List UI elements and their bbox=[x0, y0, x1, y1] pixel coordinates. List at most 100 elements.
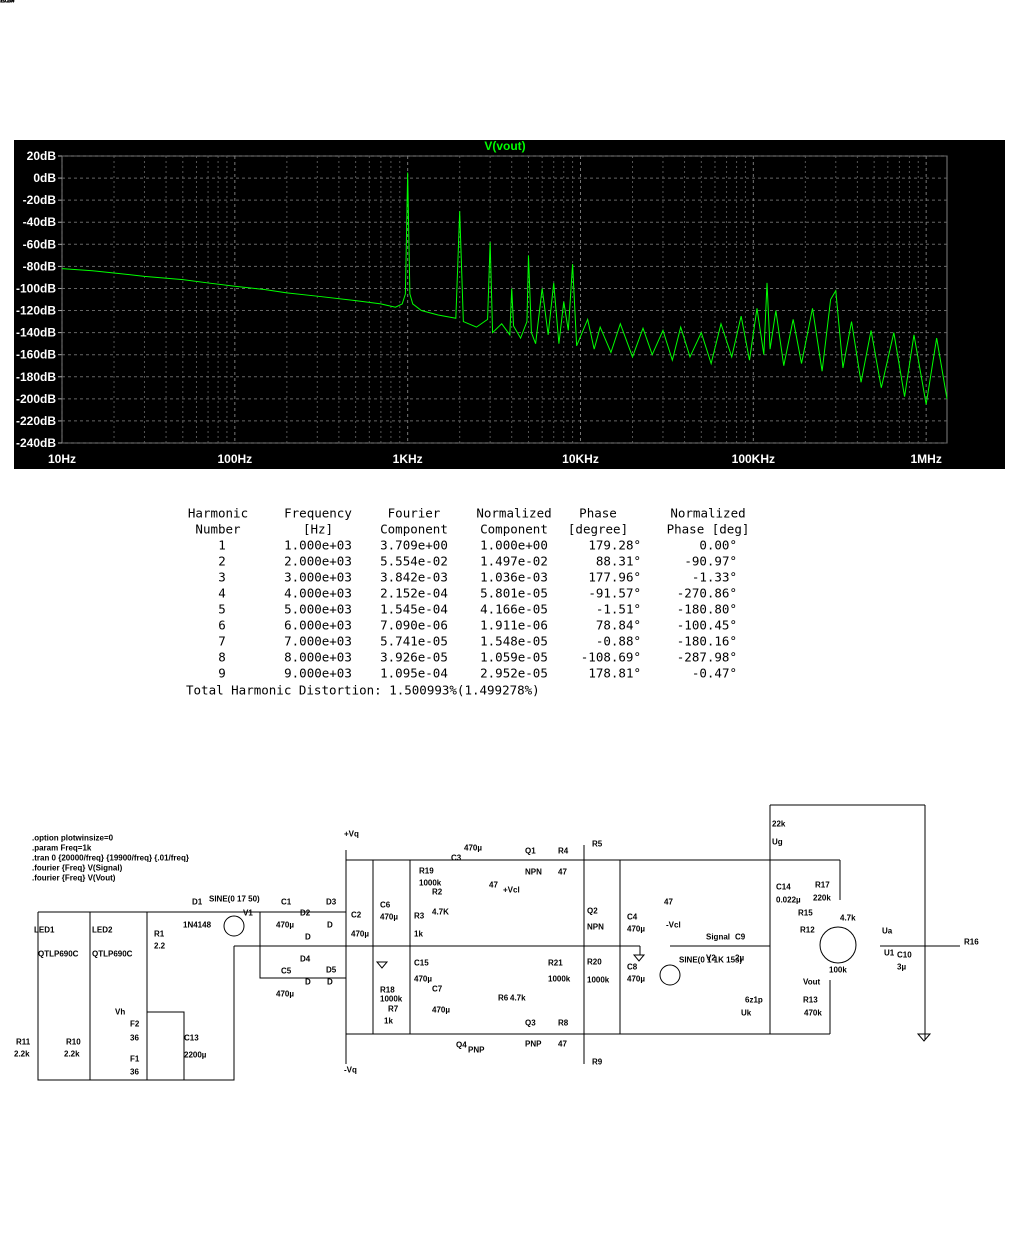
plot-title: V(vout) bbox=[484, 139, 525, 153]
y-tick-label: -240dB bbox=[16, 436, 56, 450]
schematic-label: R3 bbox=[414, 912, 425, 921]
schematic-label: C6 bbox=[380, 901, 391, 910]
schematic-label: Uk bbox=[741, 1009, 752, 1018]
schematic-label: R2 bbox=[432, 888, 443, 897]
schematic-label: -Vq bbox=[344, 1066, 357, 1075]
schematic-label: 100k bbox=[829, 966, 847, 975]
table-cell: -287.98° bbox=[677, 650, 737, 665]
table-cell: -180.80° bbox=[677, 602, 737, 617]
schematic-label: U1 bbox=[884, 949, 895, 958]
y-tick-label: -100dB bbox=[16, 281, 56, 295]
table-cell: -100.45° bbox=[677, 618, 737, 633]
y-tick-label: -180dB bbox=[16, 370, 56, 384]
y-tick-label: -120dB bbox=[16, 304, 56, 318]
table-header: Normalized bbox=[476, 506, 551, 521]
schematic-label: F2 bbox=[130, 1020, 140, 1029]
table-cell: 2.152e-04 bbox=[380, 586, 448, 601]
table-cell: 2.000e+03 bbox=[284, 554, 352, 569]
x-tick-label: 10KHz bbox=[562, 452, 599, 466]
table-cell: -180.16° bbox=[677, 634, 737, 649]
x-tick-label: 100KHz bbox=[732, 452, 775, 466]
schematic-label: V1 bbox=[243, 909, 253, 918]
table-header: Harmonic bbox=[188, 506, 248, 521]
schematic-label: Ua bbox=[882, 927, 893, 936]
y-tick-label: -200dB bbox=[16, 392, 56, 406]
table-header: Frequency bbox=[284, 506, 352, 521]
schematic-label: 1000k bbox=[548, 975, 571, 984]
schematic-label: 200 bbox=[0, 0, 14, 5]
schematic-label: C14 bbox=[776, 883, 791, 892]
spice-directive: .fourier {Freq} V(Vout) bbox=[32, 874, 116, 883]
table-cell: -270.86° bbox=[677, 586, 737, 601]
table-cell: 4.166e-05 bbox=[480, 602, 548, 617]
schematic-label: 6z1p bbox=[745, 996, 763, 1005]
schematic-label: 1000k bbox=[587, 976, 610, 985]
schematic-label: QTLP690C bbox=[38, 950, 79, 959]
table-cell: 1.000e+00 bbox=[480, 538, 548, 553]
table-cell: 6.000e+03 bbox=[284, 618, 352, 633]
spice-directive: .fourier {Freq} V(Signal) bbox=[32, 864, 123, 873]
schematic-label: +Vcl bbox=[503, 886, 520, 895]
schematic-label: R15 bbox=[798, 909, 813, 918]
table-cell: -0.47° bbox=[692, 666, 737, 681]
schematic-label: 1k bbox=[384, 1017, 393, 1026]
schematic-label: C9 bbox=[735, 933, 746, 942]
schematic-label: D bbox=[305, 933, 311, 942]
table-cell: 4 bbox=[218, 586, 226, 601]
schematic-label: -Vcl bbox=[666, 921, 681, 930]
table-cell: 1.548e-05 bbox=[480, 634, 548, 649]
table-cell: 1.545e-04 bbox=[380, 602, 448, 617]
schematic-label: R19 bbox=[419, 867, 434, 876]
schematic-label: R18 bbox=[380, 986, 395, 995]
schematic-label: 470µ bbox=[351, 930, 369, 939]
table-cell: 3.926e-05 bbox=[380, 650, 448, 665]
schematic-label: R10 bbox=[66, 1038, 81, 1047]
schematic-label: C5 bbox=[281, 967, 292, 976]
spice-directive: .param Freq=1k bbox=[32, 844, 92, 853]
schematic-label: C8 bbox=[627, 963, 638, 972]
schematic-label: R6 bbox=[498, 994, 509, 1003]
table-cell: 1 bbox=[218, 538, 226, 553]
table-cell: 177.96° bbox=[588, 570, 641, 585]
x-tick-label: 100Hz bbox=[217, 452, 252, 466]
table-cell: 6 bbox=[218, 618, 226, 633]
schematic-label: NPN bbox=[587, 923, 604, 932]
schematic-label: 470µ bbox=[464, 844, 482, 853]
schematic-label: R13 bbox=[803, 996, 818, 1005]
schematic-label: 0.022µ bbox=[776, 896, 801, 905]
y-tick-label: -40dB bbox=[23, 215, 57, 229]
table-cell: 1.095e-04 bbox=[380, 666, 448, 681]
table-cell: 1.497e-02 bbox=[480, 554, 548, 569]
schematic-label: R21 bbox=[548, 959, 563, 968]
schematic-label: D3 bbox=[326, 898, 337, 907]
table-cell: -90.97° bbox=[684, 554, 737, 569]
schematic-label: Ug bbox=[772, 838, 783, 847]
plot-frame bbox=[61, 155, 948, 444]
schematic-label: C4 bbox=[627, 913, 638, 922]
schematic-label: R9 bbox=[592, 1058, 603, 1067]
schematic-label: 3µ bbox=[897, 963, 906, 972]
table-cell: 1.000e+03 bbox=[284, 538, 352, 553]
schematic-label: C13 bbox=[184, 1034, 199, 1043]
schematic-label: Vh bbox=[115, 1008, 125, 1017]
table-cell: 5.741e-05 bbox=[380, 634, 448, 649]
schematic-label: 1000k bbox=[419, 879, 442, 888]
table-header: Phase bbox=[579, 506, 617, 521]
schematic-label: 4.7k bbox=[840, 914, 856, 923]
schematic-label: +Vq bbox=[344, 830, 359, 839]
plot-panel bbox=[14, 140, 1005, 469]
schematic-label: PNP bbox=[468, 1046, 485, 1055]
schematic-label: D bbox=[327, 921, 333, 930]
schematic-label: R4 bbox=[558, 847, 569, 856]
schematic-label: D bbox=[305, 978, 311, 987]
table-cell: 1.036e-03 bbox=[480, 570, 548, 585]
schematic-label: R14 bbox=[0, 0, 15, 5]
table-cell: 0.00° bbox=[699, 538, 737, 553]
schematic-label: 36 bbox=[130, 1034, 139, 1043]
wires bbox=[37, 804, 960, 1081]
schematic-label: Vout bbox=[803, 978, 821, 987]
table-cell: 5.801e-05 bbox=[480, 586, 548, 601]
table-cell: 3 bbox=[218, 570, 226, 585]
